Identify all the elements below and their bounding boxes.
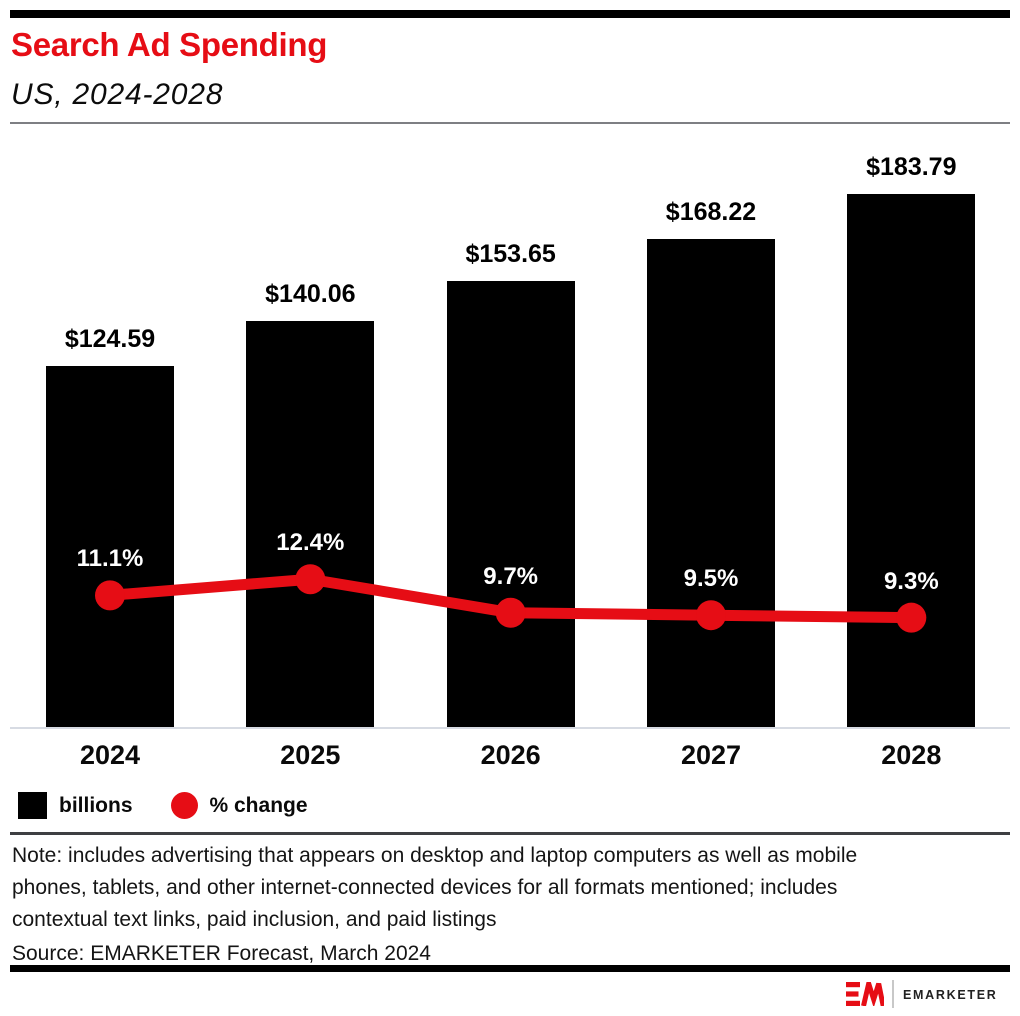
note-line: phones, tablets, and other internet-conn… xyxy=(12,876,838,899)
bar-value-label: $140.06 xyxy=(265,279,356,308)
legend-item-pct-change: % change xyxy=(170,792,308,819)
note-line: Note: includes advertising that appears … xyxy=(12,844,858,867)
x-axis-label-2024: 2024 xyxy=(79,740,141,770)
billions-swatch-icon xyxy=(18,792,47,819)
legend-label: billions xyxy=(59,793,133,817)
em-logo-icon xyxy=(846,982,884,1006)
x-axis-label-2028: 2028 xyxy=(881,740,942,770)
note-line: contextual text links, paid inclusion, a… xyxy=(12,908,497,931)
logo-divider xyxy=(892,980,894,1008)
x-axis-label-2027: 2027 xyxy=(680,740,742,770)
bar-2027 xyxy=(646,239,775,727)
pct-change-label: 11.1% xyxy=(76,545,144,573)
legend-item-billions: billions xyxy=(18,792,133,819)
bar-2025 xyxy=(246,320,375,727)
chart-legend: billions % change xyxy=(18,792,308,819)
bottom-accent-bar xyxy=(10,965,1010,972)
pct-change-label: 9.7% xyxy=(483,562,538,590)
x-axis-line xyxy=(10,727,1010,729)
bar-value-label: $168.22 xyxy=(665,198,757,227)
pct-change-swatch-icon xyxy=(170,792,198,819)
page-subtitle: US, 2024-2028 xyxy=(11,78,224,111)
legend-label: % change xyxy=(209,793,308,817)
header-divider xyxy=(10,122,1010,124)
chart-note: Note: includes advertising that appears … xyxy=(12,840,857,936)
bar-2028 xyxy=(847,194,976,727)
x-axis-label-2026: 2026 xyxy=(480,740,541,770)
chart-source: Source: EMARKETER Forecast, March 2024 xyxy=(12,942,431,965)
legend-divider xyxy=(10,832,1010,835)
x-axis-label-2025: 2025 xyxy=(280,740,341,770)
bar-value-label: $124.59 xyxy=(64,324,156,353)
pct-change-label: 9.5% xyxy=(683,565,739,593)
bar-value-label: $153.65 xyxy=(465,240,556,269)
pct-change-label: 9.3% xyxy=(883,567,939,595)
bar-value-label: $183.79 xyxy=(866,153,957,181)
emarketer-logo: EMARKETER xyxy=(846,980,1011,1010)
bar-2024 xyxy=(46,365,174,727)
page-title: Search Ad Spending xyxy=(11,26,328,63)
pct-change-label: 12.4% xyxy=(276,529,345,557)
bar-2026 xyxy=(446,281,575,727)
brand-name: EMARKETER xyxy=(903,988,998,1002)
top-accent-bar xyxy=(10,10,1010,18)
